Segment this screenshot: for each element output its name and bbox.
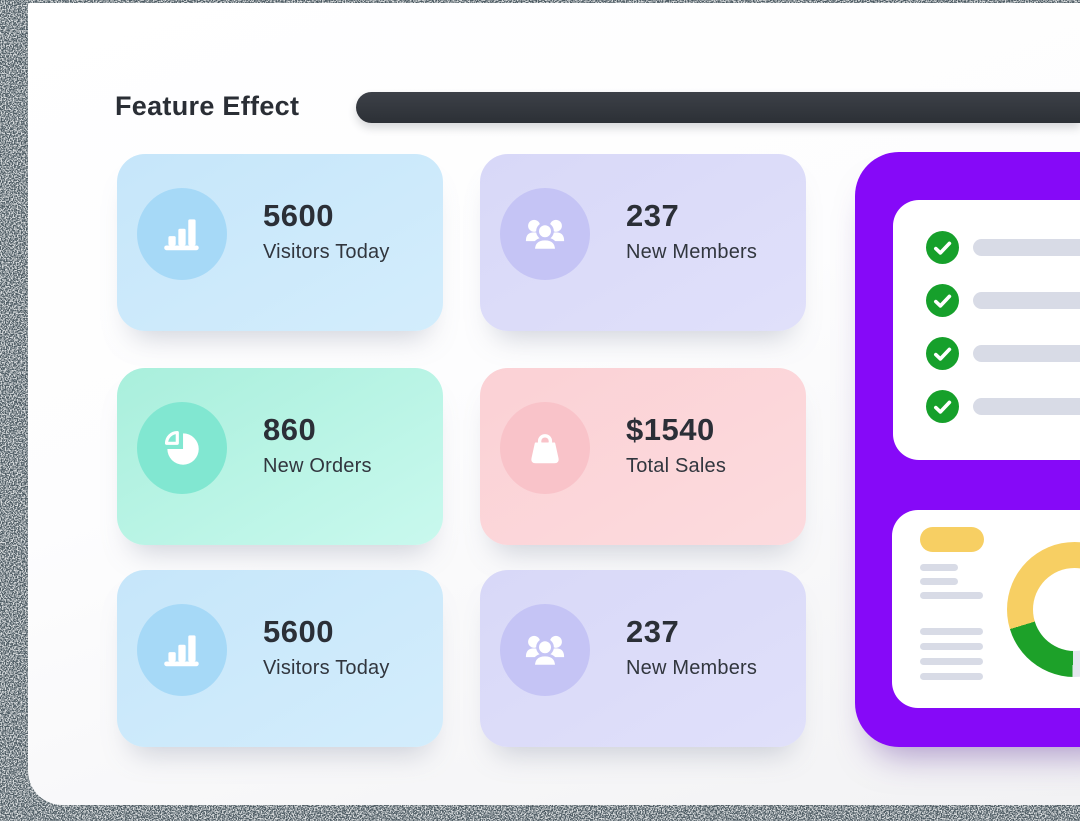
text-line-placeholder: [920, 564, 958, 571]
checklist-row[interactable]: [926, 337, 1080, 370]
stat-label: Visitors Today: [263, 240, 390, 263]
report-card: [892, 510, 1080, 708]
feature-panel: [855, 152, 1080, 747]
text-bar-placeholder: [973, 239, 1080, 256]
checklist-row[interactable]: [926, 284, 1080, 317]
stat-card-members[interactable]: 237 New Members: [480, 154, 806, 331]
text-placeholder-group: [920, 564, 983, 606]
stat-value: 5600: [263, 614, 334, 650]
stat-card-visitors[interactable]: 5600 Visitors Today: [117, 570, 443, 747]
title-pill-placeholder: [920, 527, 984, 552]
text-line-placeholder: [920, 578, 958, 585]
bar-chart-icon: [137, 603, 227, 696]
stat-label: New Orders: [263, 454, 372, 477]
stat-value: $1540: [626, 412, 715, 448]
check-circle-icon: [926, 231, 959, 264]
text-line-placeholder: [920, 673, 983, 680]
shopping-bag-icon: [500, 401, 590, 494]
checklist-row[interactable]: [926, 390, 1080, 423]
text-line-placeholder: [920, 628, 983, 635]
design-canvas: Feature Effect 5600 Visitors Today: [28, 3, 1080, 805]
text-line-placeholder: [920, 658, 983, 665]
stat-card-sales[interactable]: $1540 Total Sales: [480, 368, 806, 545]
donut-chart: [1007, 542, 1080, 677]
text-placeholder-group: [920, 628, 983, 688]
text-bar-placeholder: [973, 292, 1080, 309]
stat-value: 237: [626, 198, 680, 234]
header-bar: [356, 92, 1080, 123]
members-icon: [500, 187, 590, 280]
text-bar-placeholder: [973, 398, 1080, 415]
stat-value: 237: [626, 614, 680, 650]
stat-card-orders[interactable]: 860 New Orders: [117, 368, 443, 545]
check-circle-icon: [926, 284, 959, 317]
pie-chart-icon: [137, 401, 227, 494]
checklist-card: [893, 200, 1080, 460]
check-circle-icon: [926, 337, 959, 370]
text-bar-placeholder: [973, 345, 1080, 362]
stat-label: New Members: [626, 656, 758, 679]
checklist-row[interactable]: [926, 231, 1080, 264]
stat-label: Visitors Today: [263, 656, 390, 679]
stat-value: 860: [263, 412, 317, 448]
text-line-placeholder: [920, 592, 983, 599]
check-circle-icon: [926, 390, 959, 423]
stat-value: 5600: [263, 198, 334, 234]
stat-card-visitors[interactable]: 5600 Visitors Today: [117, 154, 443, 331]
stat-label: Total Sales: [626, 454, 727, 477]
page-title: Feature Effect: [115, 91, 300, 121]
text-line-placeholder: [920, 643, 983, 650]
stat-card-members[interactable]: 237 New Members: [480, 570, 806, 747]
bar-chart-icon: [137, 187, 227, 280]
members-icon: [500, 603, 590, 696]
stat-label: New Members: [626, 240, 758, 263]
checklist: [926, 231, 1080, 443]
